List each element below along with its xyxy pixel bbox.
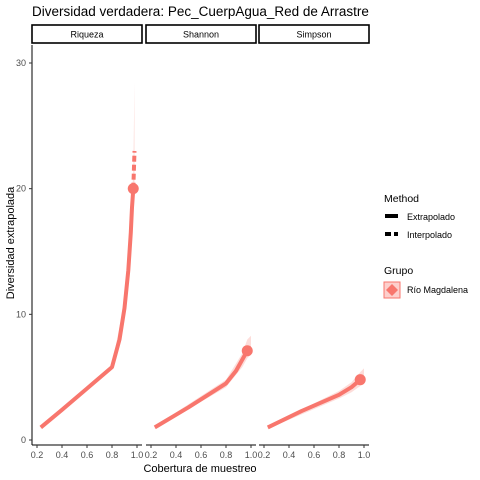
x-axis-shannon: 0.2 0.4 0.6 0.8 1.0 [145, 444, 258, 460]
x-axis-riqueza: 0.2 0.4 0.6 0.8 1.0 [31, 444, 144, 460]
x-tick-label-shannon-0: 0.2 [145, 450, 158, 460]
observed-point-simpson [354, 374, 366, 386]
x-tick-label-simpson-1: 0.4 [283, 450, 296, 460]
panel-shannon [153, 335, 253, 430]
confidence-ribbon-shannon [154, 335, 251, 429]
series-extrapolado-riqueza [131, 150, 137, 189]
series-interpolado-riqueza [39, 188, 136, 429]
y-axis: 0 10 20 30 [16, 45, 33, 445]
legend-key-marker-rio-magdalena [386, 284, 398, 296]
y-axis-title: Diversidad extrapolada [5, 186, 17, 299]
chart-title: Diversidad verdadera: Pec_CuerpAgua_Red … [32, 4, 369, 19]
x-tick-label-shannon-1: 0.4 [170, 450, 183, 460]
strip-box-simpson [258, 24, 370, 44]
facet-strips: Riqueza Shannon Simpson [31, 24, 370, 44]
y-tick-label-2: 20 [16, 184, 26, 194]
facet-panels [39, 81, 366, 430]
legend-group-rio-magdalena: Río Magdalena [407, 285, 468, 295]
x-tick-label-shannon-3: 0.8 [220, 450, 233, 460]
series-interpolado-shannon [153, 349, 250, 430]
x-tick-label-riqueza-4: 1.0 [131, 450, 144, 460]
strip-box-riqueza [31, 24, 143, 44]
legend-method-interpolado: Interpolado [407, 230, 452, 240]
legend-group-title: Grupo [384, 265, 413, 277]
panel-simpson [266, 368, 366, 430]
x-tick-label-shannon-2: 0.6 [195, 450, 208, 460]
x-tick-label-simpson-0: 0.2 [258, 450, 271, 460]
legend-method-extrapolado: Extrapolado [407, 212, 455, 222]
legend-method-title: Method [384, 193, 419, 205]
x-axis-simpson: 0.2 0.4 0.6 0.8 1.0 [258, 444, 371, 460]
x-tick-label-riqueza-0: 0.2 [31, 450, 44, 460]
y-tick-label-1: 10 [16, 309, 26, 319]
strip-box-shannon [145, 24, 257, 44]
panel-riqueza [39, 81, 139, 429]
x-axis-title: Cobertura de muestreo [143, 463, 256, 475]
y-tick-label-3: 30 [16, 58, 26, 68]
x-axes: 0.2 0.4 0.6 0.8 1.0 0.2 0.4 0.6 0.8 1.0 0.2 0.4 0.6 0… [31, 444, 371, 460]
x-tick-label-riqueza-2: 0.6 [81, 450, 94, 460]
x-tick-label-riqueza-1: 0.4 [56, 450, 69, 460]
observed-point-shannon [241, 345, 253, 357]
x-tick-label-simpson-3: 0.8 [333, 450, 346, 460]
x-tick-label-riqueza-3: 0.8 [106, 450, 119, 460]
y-tick-label-0: 0 [21, 435, 26, 445]
series-interpolado-simpson [266, 378, 362, 430]
legend: Method Extrapolado Interpolado Grupo Río… [383, 193, 468, 299]
x-tick-label-simpson-2: 0.6 [308, 450, 321, 460]
x-tick-label-shannon-4: 1.0 [245, 450, 258, 460]
confidence-ribbon-riqueza [40, 81, 135, 429]
x-tick-label-simpson-4: 1.0 [358, 450, 371, 460]
strip-label-simpson: Simpson [296, 30, 331, 40]
observed-point-riqueza [127, 183, 139, 195]
strip-label-riqueza: Riqueza [70, 30, 103, 40]
strip-label-shannon: Shannon [183, 30, 219, 40]
